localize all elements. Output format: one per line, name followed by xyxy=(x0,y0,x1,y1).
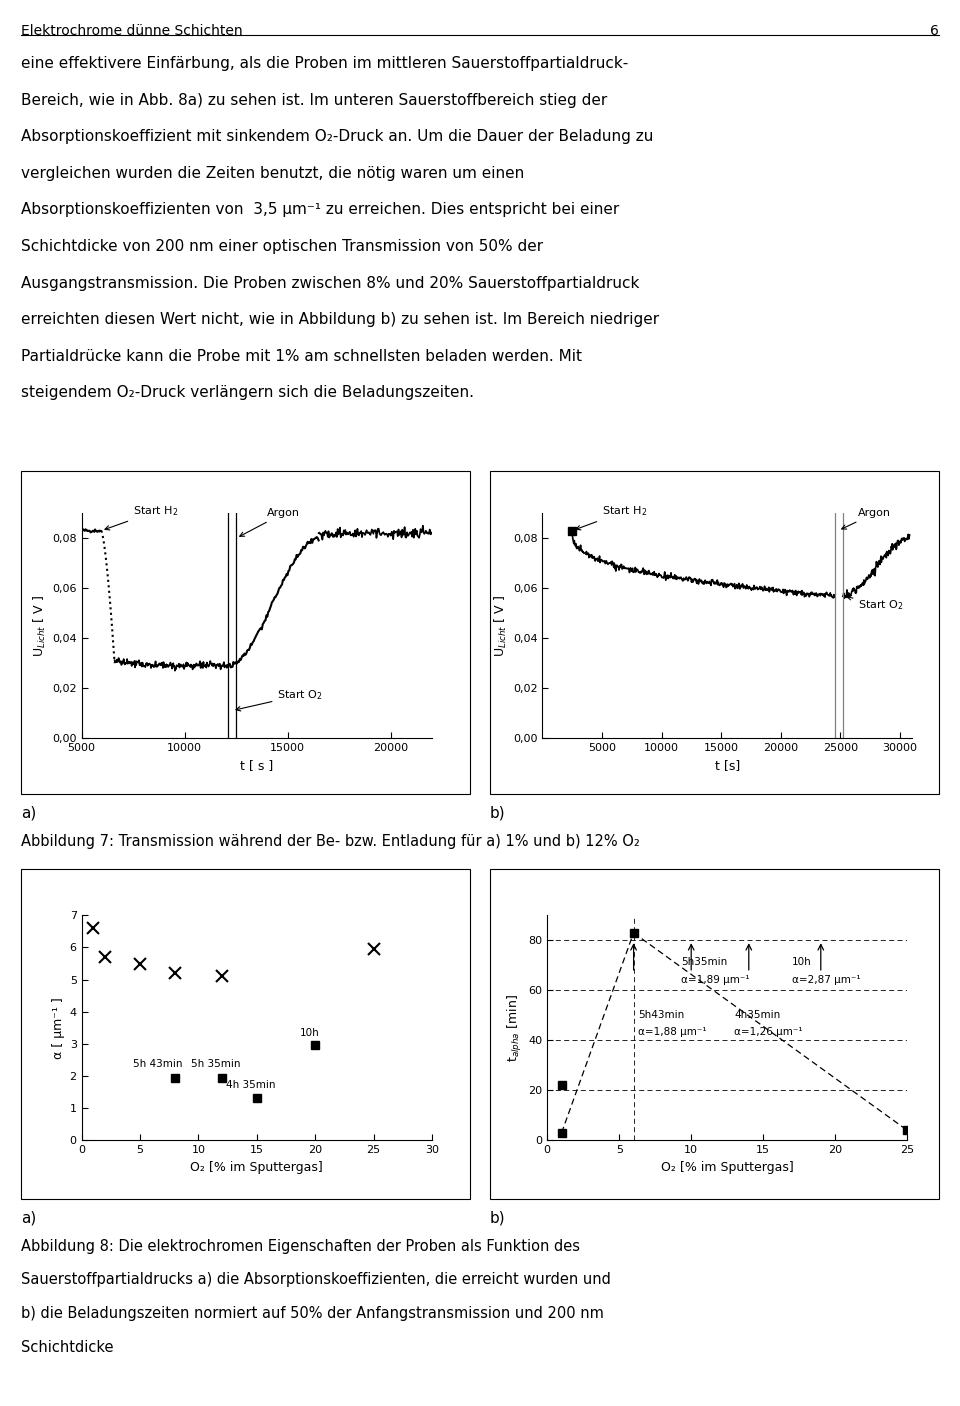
Text: steigendem O₂-Druck verlängern sich die Beladungszeiten.: steigendem O₂-Druck verlängern sich die … xyxy=(21,385,474,401)
Text: 5h35min: 5h35min xyxy=(681,957,728,967)
Text: Start O$_2$: Start O$_2$ xyxy=(847,596,904,612)
Y-axis label: t$_{alpha}$ [min]: t$_{alpha}$ [min] xyxy=(506,994,524,1062)
X-axis label: O₂ [% im Sputtergas]: O₂ [% im Sputtergas] xyxy=(660,1161,794,1174)
Text: vergleichen wurden die Zeiten benutzt, die nötig waren um einen: vergleichen wurden die Zeiten benutzt, d… xyxy=(21,166,524,181)
Text: α=1,89 μm⁻¹: α=1,89 μm⁻¹ xyxy=(681,974,750,984)
Text: α=2,87 μm⁻¹: α=2,87 μm⁻¹ xyxy=(792,974,860,984)
Text: 5h 43min: 5h 43min xyxy=(132,1059,182,1069)
Text: Argon: Argon xyxy=(240,508,300,536)
Text: eine effektivere Einfärbung, als die Proben im mittleren Sauerstoffpartialdruck-: eine effektivere Einfärbung, als die Pro… xyxy=(21,56,629,72)
Text: Absorptionskoeffizient mit sinkendem O₂-Druck an. Um die Dauer der Beladung zu: Absorptionskoeffizient mit sinkendem O₂-… xyxy=(21,129,654,145)
Text: 4h35min: 4h35min xyxy=(734,1010,780,1019)
Text: 5h43min: 5h43min xyxy=(637,1010,684,1019)
X-axis label: t [ s ]: t [ s ] xyxy=(240,759,274,772)
Text: b): b) xyxy=(490,806,505,821)
Text: Absorptionskoeffizienten von  3,5 μm⁻¹ zu erreichen. Dies entspricht bei einer: Absorptionskoeffizienten von 3,5 μm⁻¹ zu… xyxy=(21,202,619,218)
Text: a): a) xyxy=(21,1211,36,1226)
Text: Elektrochrome dünne Schichten: Elektrochrome dünne Schichten xyxy=(21,24,243,38)
Text: Schichtdicke von 200 nm einer optischen Transmission von 50% der: Schichtdicke von 200 nm einer optischen … xyxy=(21,239,543,254)
Text: 6: 6 xyxy=(930,24,939,38)
Text: a): a) xyxy=(21,806,36,821)
Text: Bereich, wie in Abb. 8a) zu sehen ist. Im unteren Sauerstoffbereich stieg der: Bereich, wie in Abb. 8a) zu sehen ist. I… xyxy=(21,93,608,108)
X-axis label: O₂ [% im Sputtergas]: O₂ [% im Sputtergas] xyxy=(190,1161,324,1174)
Text: erreichten diesen Wert nicht, wie in Abbildung b) zu sehen ist. Im Bereich niedr: erreichten diesen Wert nicht, wie in Abb… xyxy=(21,312,660,328)
Text: b) die Beladungszeiten normiert auf 50% der Anfangstransmission und 200 nm: b) die Beladungszeiten normiert auf 50% … xyxy=(21,1306,604,1322)
Text: 4h 35min: 4h 35min xyxy=(227,1080,276,1091)
Text: Abbildung 7: Transmission während der Be- bzw. Entladung für a) 1% und b) 12% O₂: Abbildung 7: Transmission während der Be… xyxy=(21,834,640,849)
Text: Ausgangstransmission. Die Proben zwischen 8% und 20% Sauerstoffpartialdruck: Ausgangstransmission. Die Proben zwische… xyxy=(21,276,639,291)
Text: 10h: 10h xyxy=(300,1028,320,1038)
Text: Start H$_2$: Start H$_2$ xyxy=(105,505,179,530)
Text: b): b) xyxy=(490,1211,505,1226)
Text: Sauerstoffpartialdrucks a) die Absorptionskoeffizienten, die erreicht wurden und: Sauerstoffpartialdrucks a) die Absorptio… xyxy=(21,1272,611,1288)
Text: 10h: 10h xyxy=(792,957,812,967)
Text: α=1,26 μm⁻¹: α=1,26 μm⁻¹ xyxy=(734,1028,803,1038)
Text: Argon: Argon xyxy=(842,508,891,529)
Text: Start H$_2$: Start H$_2$ xyxy=(576,505,647,530)
Text: Start O$_2$: Start O$_2$ xyxy=(236,688,324,711)
X-axis label: t [s]: t [s] xyxy=(714,759,740,772)
Text: 5h 35min: 5h 35min xyxy=(191,1059,241,1069)
Text: α=1,88 μm⁻¹: α=1,88 μm⁻¹ xyxy=(637,1028,707,1038)
Y-axis label: α [ μm⁻¹ ]: α [ μm⁻¹ ] xyxy=(53,997,65,1059)
Text: Schichtdicke: Schichtdicke xyxy=(21,1340,113,1355)
Text: Abbildung 8: Die elektrochromen Eigenschaften der Proben als Funktion des: Abbildung 8: Die elektrochromen Eigensch… xyxy=(21,1239,580,1254)
Y-axis label: U$_{Licht}$ [ V ]: U$_{Licht}$ [ V ] xyxy=(32,595,48,657)
Y-axis label: U$_{Licht}$ [ V ]: U$_{Licht}$ [ V ] xyxy=(492,595,509,657)
Text: Partialdrücke kann die Probe mit 1% am schnellsten beladen werden. Mit: Partialdrücke kann die Probe mit 1% am s… xyxy=(21,349,582,364)
